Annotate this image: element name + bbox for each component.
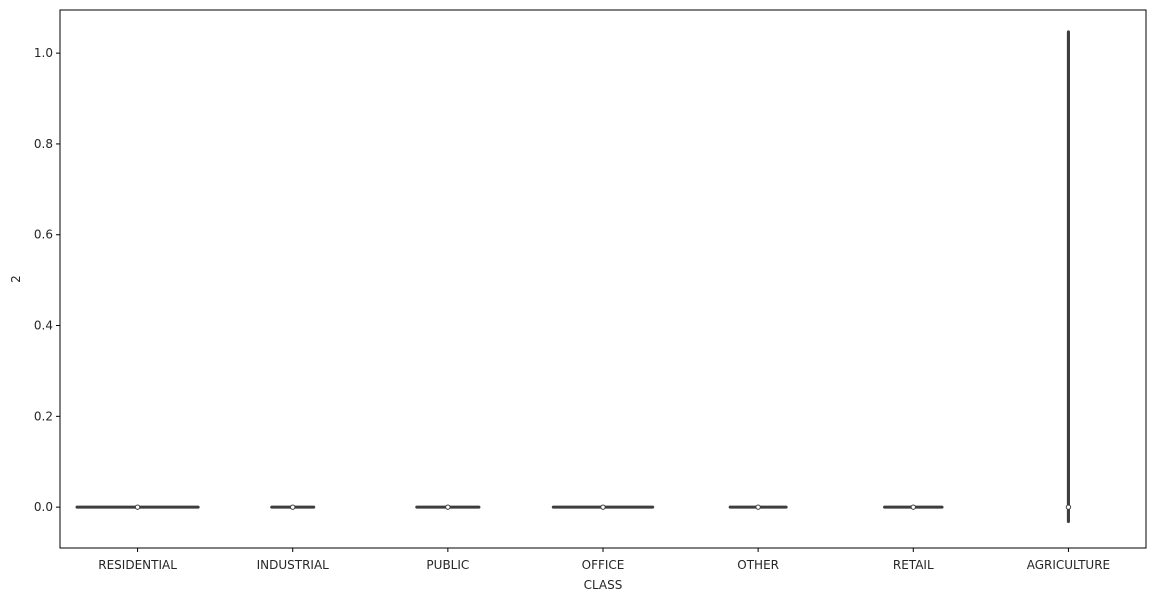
- y-tick-label: 0.0: [34, 500, 53, 514]
- y-tick-label: 0.8: [34, 137, 53, 151]
- x-tick-label: AGRICULTURE: [1027, 558, 1110, 572]
- y-axis: 0.0 0.2 0.4 0.6 0.8 1.0: [34, 46, 60, 514]
- y-axis-label: 2: [9, 275, 23, 283]
- x-tick-label: PUBLIC: [426, 558, 469, 572]
- median-marker: [910, 504, 916, 510]
- violin-residential: [75, 504, 200, 510]
- y-tick-label: 0.2: [34, 409, 53, 423]
- violin-office: [551, 504, 655, 510]
- violin-body: [1066, 30, 1070, 524]
- median-marker: [445, 504, 451, 510]
- x-tick-label: OTHER: [737, 558, 779, 572]
- y-tick-label: 0.6: [34, 228, 53, 242]
- violin-other: [728, 504, 788, 510]
- median-marker: [1065, 504, 1072, 510]
- violin-industrial: [270, 504, 316, 510]
- violin-retail: [883, 504, 944, 510]
- y-tick-label: 0.4: [34, 319, 53, 333]
- median-marker: [290, 504, 296, 510]
- x-tick-label: INDUSTRIAL: [257, 558, 330, 572]
- plot-area: [75, 30, 1072, 524]
- x-axis-label: CLASS: [584, 578, 623, 592]
- y-tick-label: 1.0: [34, 46, 53, 60]
- x-tick-label: RETAIL: [893, 558, 934, 572]
- x-tick-label: RESIDENTIAL: [98, 558, 177, 572]
- axes-frame: [59, 9, 1147, 549]
- violin-public: [415, 504, 481, 510]
- median-marker: [134, 504, 141, 510]
- x-axis: RESIDENTIAL INDUSTRIAL PUBLIC OFFICE OTHER RE…: [98, 548, 1110, 572]
- violin-agriculture: [1065, 30, 1072, 524]
- median-marker: [755, 504, 761, 510]
- x-tick-label: OFFICE: [582, 558, 625, 572]
- median-marker: [600, 504, 606, 510]
